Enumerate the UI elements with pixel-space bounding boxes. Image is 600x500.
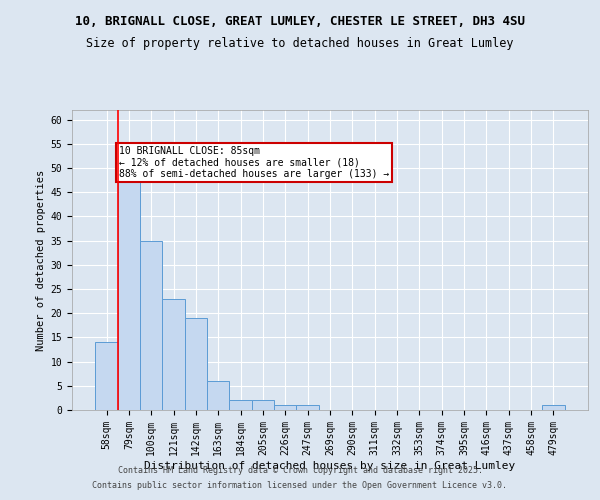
Bar — [95, 342, 118, 410]
Text: Size of property relative to detached houses in Great Lumley: Size of property relative to detached ho… — [86, 38, 514, 51]
Bar — [229, 400, 252, 410]
Bar — [296, 405, 319, 410]
Text: 10 BRIGNALL CLOSE: 85sqm
← 12% of detached houses are smaller (18)
88% of semi-d: 10 BRIGNALL CLOSE: 85sqm ← 12% of detach… — [119, 146, 389, 180]
Bar — [163, 298, 185, 410]
Bar — [207, 381, 229, 410]
Text: 10, BRIGNALL CLOSE, GREAT LUMLEY, CHESTER LE STREET, DH3 4SU: 10, BRIGNALL CLOSE, GREAT LUMLEY, CHESTE… — [75, 15, 525, 28]
Y-axis label: Number of detached properties: Number of detached properties — [37, 170, 46, 350]
Bar — [185, 318, 207, 410]
Bar — [252, 400, 274, 410]
Text: Contains public sector information licensed under the Open Government Licence v3: Contains public sector information licen… — [92, 481, 508, 490]
Bar — [542, 405, 565, 410]
Bar — [274, 405, 296, 410]
Bar — [140, 240, 163, 410]
Text: Contains HM Land Registry data © Crown copyright and database right 2025.: Contains HM Land Registry data © Crown c… — [118, 466, 482, 475]
Bar — [118, 168, 140, 410]
X-axis label: Distribution of detached houses by size in Great Lumley: Distribution of detached houses by size … — [145, 460, 515, 470]
